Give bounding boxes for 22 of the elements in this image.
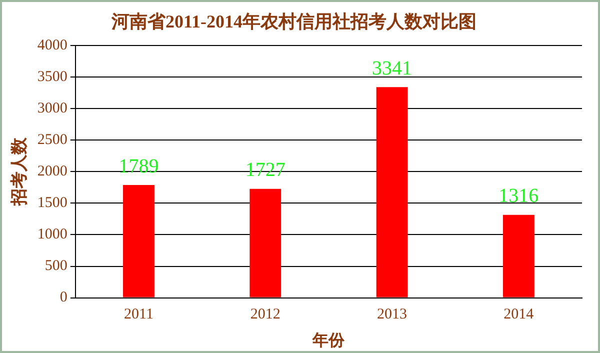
x-tick-label: 2012 [250,306,280,323]
bar [123,185,154,298]
y-tick-label: 500 [44,258,68,274]
data-label: 1316 [498,185,539,208]
x-tick-label: 2011 [124,306,154,323]
bar [376,87,408,298]
bar [502,214,534,298]
x-tick-label: 2013 [377,306,408,323]
y-tick-label: 4000 [37,38,68,54]
y-tick-label: 2000 [37,164,68,180]
y-tick-label: 2500 [37,132,68,148]
x-axis-title: 年份 [312,332,346,350]
chart-title: 河南省2011-2014年农村信用社招考人数对比图 [110,11,477,32]
y-tick-label: 1000 [37,226,68,243]
y-tick-label: 0 [60,290,68,306]
x-tick-label: 2014 [504,306,534,323]
y-tick-label: 3500 [37,69,68,86]
bar [250,188,282,298]
y-axis-title: 招考人数 [10,136,29,207]
y-tick-label: 1500 [37,195,68,212]
y-tick-label: 3000 [37,100,68,117]
data-label: 3341 [372,57,412,80]
